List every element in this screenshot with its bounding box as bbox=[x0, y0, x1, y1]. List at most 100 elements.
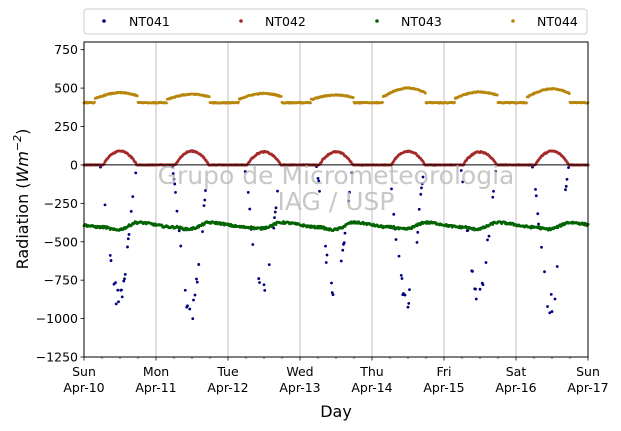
legend-label-nt044: NT044 bbox=[537, 14, 578, 29]
data-point bbox=[567, 166, 570, 169]
data-point bbox=[243, 170, 247, 173]
data-point bbox=[103, 203, 107, 207]
data-point bbox=[171, 172, 175, 175]
y-tick-label: 750 bbox=[54, 42, 78, 57]
data-point bbox=[122, 279, 126, 283]
data-point bbox=[420, 182, 424, 186]
data-point bbox=[131, 195, 135, 199]
data-point bbox=[257, 277, 261, 280]
legend-label-nt043: NT043 bbox=[401, 14, 442, 29]
data-point bbox=[120, 288, 123, 292]
data-point bbox=[123, 277, 126, 281]
data-point bbox=[495, 93, 499, 97]
data-point bbox=[173, 182, 177, 186]
x-tick-label-date: Apr-16 bbox=[495, 380, 536, 395]
data-point bbox=[117, 300, 120, 304]
data-point bbox=[420, 186, 423, 190]
data-point bbox=[392, 212, 396, 216]
data-point bbox=[416, 230, 420, 234]
data-point bbox=[116, 288, 120, 292]
data-point bbox=[351, 96, 355, 99]
legend-box bbox=[83, 8, 588, 35]
data-points bbox=[82, 86, 590, 321]
data-point bbox=[461, 180, 465, 184]
data-point bbox=[237, 100, 240, 104]
y-tick-label: −1000 bbox=[36, 311, 78, 326]
data-point bbox=[474, 287, 477, 291]
data-point bbox=[129, 209, 133, 213]
x-tick-label-date: Apr-11 bbox=[135, 380, 176, 395]
x-tick-label-day: Sun bbox=[72, 364, 96, 379]
data-point bbox=[536, 212, 540, 216]
data-point bbox=[179, 244, 183, 248]
data-point bbox=[481, 283, 485, 287]
data-point bbox=[553, 297, 557, 301]
legend-marker-nt043 bbox=[375, 19, 379, 23]
data-point bbox=[272, 226, 276, 230]
data-point bbox=[204, 189, 207, 192]
data-point bbox=[273, 216, 276, 220]
x-tick-label-date: Apr-14 bbox=[351, 380, 392, 395]
data-point bbox=[423, 91, 427, 95]
data-point bbox=[540, 245, 543, 249]
data-point bbox=[487, 234, 491, 238]
x-tick-label-date: Apr-15 bbox=[423, 380, 464, 395]
data-point bbox=[195, 277, 198, 281]
data-point bbox=[262, 283, 266, 287]
data-point bbox=[193, 293, 197, 297]
x-tick-label-date: Apr-12 bbox=[207, 380, 248, 395]
data-point bbox=[273, 210, 277, 214]
data-point bbox=[246, 190, 250, 194]
x-tick-label-day: Mon bbox=[143, 364, 169, 379]
data-point bbox=[201, 230, 204, 233]
data-point bbox=[324, 261, 328, 264]
data-point bbox=[331, 293, 335, 297]
data-point bbox=[324, 244, 327, 248]
data-point bbox=[203, 198, 207, 202]
data-point bbox=[415, 240, 419, 244]
x-tick-label-day: Tue bbox=[216, 364, 239, 379]
data-point bbox=[406, 305, 410, 309]
y-tick-label: −750 bbox=[44, 273, 78, 288]
x-tick-label-day: Sat bbox=[506, 364, 527, 379]
data-point bbox=[407, 302, 411, 305]
data-point bbox=[403, 293, 407, 297]
y-axis-title: Radiation (Wm−2) bbox=[11, 129, 32, 270]
data-point bbox=[565, 177, 569, 181]
data-point bbox=[267, 263, 271, 267]
legend: NT041 NT042 NT043 NT044 bbox=[83, 8, 588, 35]
y-tick-label: −500 bbox=[44, 234, 78, 249]
data-point bbox=[341, 248, 345, 252]
x-gridlines bbox=[155, 42, 517, 357]
data-point bbox=[342, 241, 346, 245]
data-point bbox=[546, 305, 549, 308]
data-point bbox=[188, 307, 192, 311]
data-point bbox=[274, 223, 278, 226]
y-tick-label: 500 bbox=[54, 81, 78, 96]
watermark-line-2: IAG / USP bbox=[278, 187, 395, 216]
data-point bbox=[550, 310, 554, 313]
data-point bbox=[330, 281, 333, 285]
data-point bbox=[564, 188, 567, 192]
data-point bbox=[172, 177, 176, 181]
y-tick-label: −250 bbox=[44, 196, 78, 211]
data-point bbox=[134, 171, 138, 175]
data-point bbox=[478, 287, 482, 291]
data-point bbox=[339, 259, 343, 263]
data-point bbox=[343, 231, 347, 235]
data-point bbox=[186, 304, 189, 308]
x-tick-label-date: Apr-17 bbox=[567, 380, 608, 395]
data-point bbox=[390, 187, 393, 191]
data-point bbox=[486, 238, 489, 242]
x-axis: SunApr-10MonApr-11TueApr-12WedApr-13ThuA… bbox=[63, 357, 609, 395]
data-point bbox=[484, 261, 488, 264]
data-point bbox=[274, 206, 278, 210]
data-point bbox=[109, 259, 113, 262]
data-point bbox=[174, 191, 177, 194]
data-point bbox=[491, 223, 495, 226]
data-point bbox=[177, 229, 181, 233]
x-tick-label-day: Thu bbox=[359, 364, 383, 379]
data-point bbox=[325, 253, 329, 257]
data-point bbox=[195, 280, 199, 284]
data-point bbox=[120, 295, 124, 299]
